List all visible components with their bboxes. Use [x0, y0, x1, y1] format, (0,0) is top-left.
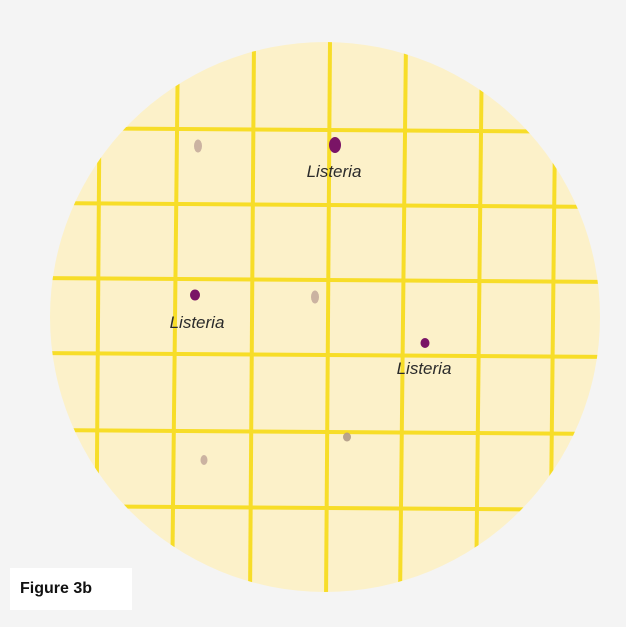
agar-disc [50, 42, 600, 592]
listeria-colony [420, 338, 430, 348]
figure-caption-box: Figure 3b [10, 568, 132, 610]
counting-grid [50, 42, 600, 592]
listeria-colony [190, 289, 200, 301]
grid-line [50, 201, 600, 209]
grid-line [474, 42, 484, 592]
background-colony [311, 290, 319, 304]
listeria-label: Listeria [170, 313, 225, 332]
background-colony [194, 139, 202, 153]
grid-line [50, 428, 600, 436]
figure-caption: Figure 3b [20, 580, 93, 597]
background-colony [200, 455, 208, 465]
grid-line [50, 126, 600, 134]
background-colony [343, 432, 351, 442]
grid-line [50, 504, 600, 512]
listeria-label: Listeria [307, 162, 362, 181]
grid-line [94, 42, 102, 592]
grid-line [50, 351, 600, 359]
listeria-colony [329, 137, 341, 153]
listeria-label: Listeria [397, 359, 452, 378]
grid-line [50, 276, 600, 284]
